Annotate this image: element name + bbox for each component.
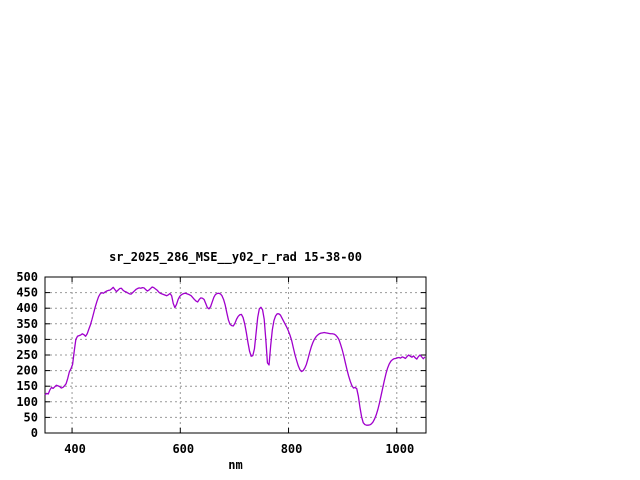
y-tick-label: 350 — [16, 317, 38, 331]
x-tick-label: 600 — [172, 442, 194, 456]
y-tick-label: 200 — [16, 364, 38, 378]
y-tick-label: 450 — [16, 286, 38, 300]
grid-lines — [45, 277, 426, 433]
x-tick-label: 400 — [64, 442, 86, 456]
series-line-radiance — [44, 286, 426, 426]
x-tick-label: 1000 — [385, 442, 414, 456]
y-tick-label: 150 — [16, 379, 38, 393]
y-tick-label: 100 — [16, 395, 38, 409]
x-tick-label: 800 — [281, 442, 303, 456]
y-tick-label: 300 — [16, 332, 38, 346]
y-tick-label: 50 — [24, 410, 38, 424]
chart-title: sr_2025_286_MSE__y02_r_rad 15-38-00 — [109, 250, 362, 265]
y-tick-label: 0 — [31, 426, 38, 440]
y-tick-label: 400 — [16, 301, 38, 315]
plot-border-and-ticks — [44, 276, 427, 434]
y-tick-label: 500 — [16, 270, 38, 284]
y-tick-label: 250 — [16, 348, 38, 362]
x-axis-label: nm — [228, 458, 242, 472]
